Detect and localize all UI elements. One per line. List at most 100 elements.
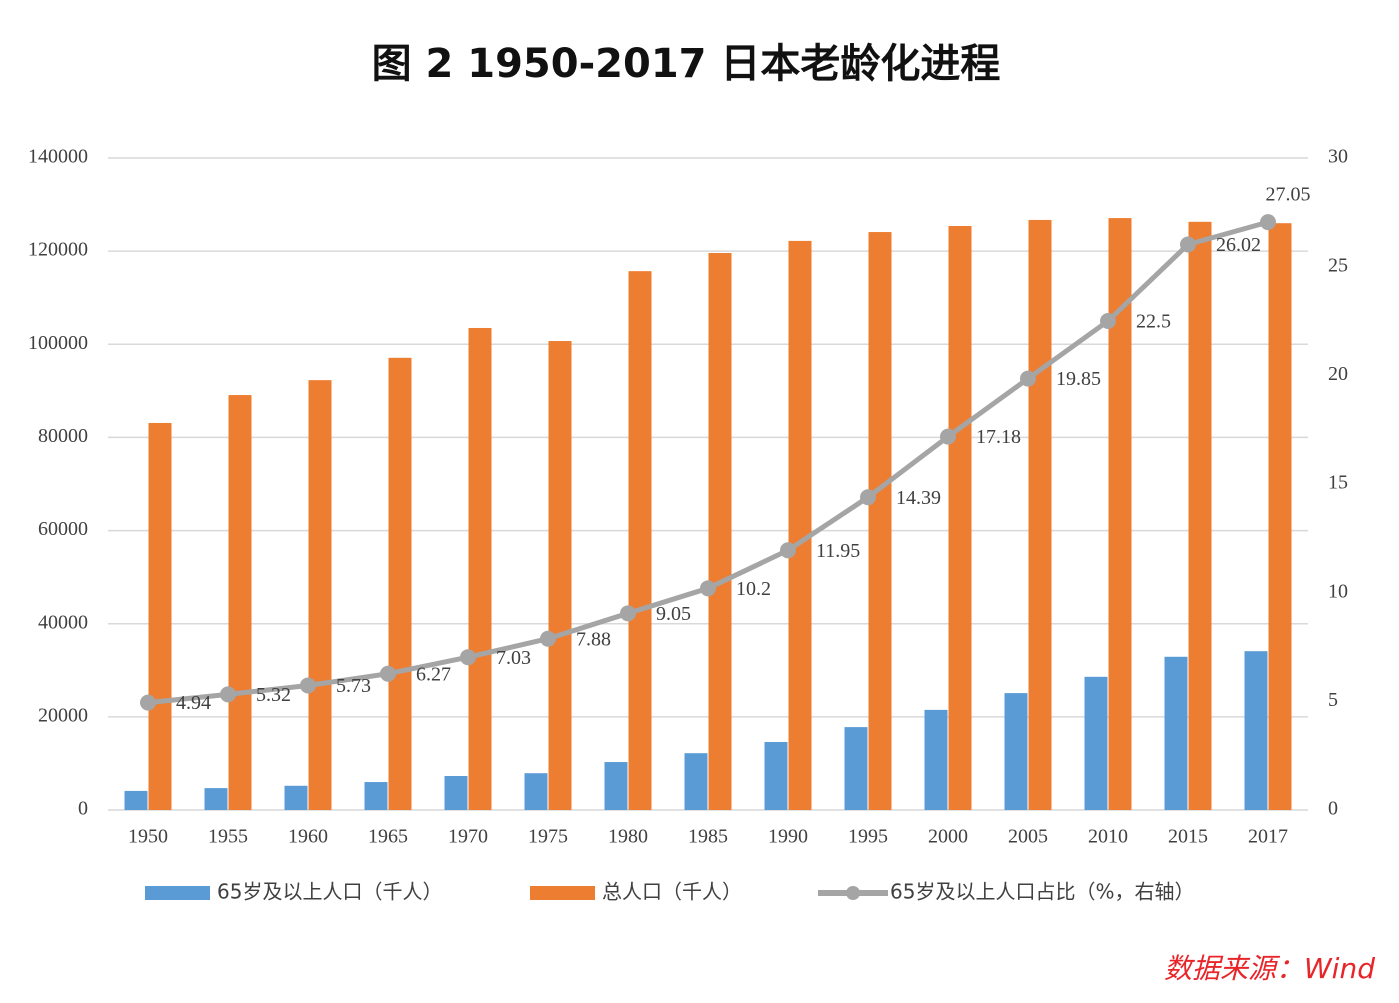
- line-point: [1260, 214, 1276, 231]
- bar: [844, 727, 868, 810]
- bar: [1004, 693, 1028, 810]
- x-tick-label: 2017: [1248, 826, 1288, 848]
- y-tick-label: 140000: [28, 146, 88, 168]
- bar: [1108, 218, 1132, 810]
- x-tick-label: 1995: [848, 826, 888, 848]
- line-point: [220, 686, 236, 703]
- data-label: 4.94: [176, 692, 211, 714]
- data-label: 7.88: [576, 628, 611, 650]
- bar: [868, 232, 892, 810]
- x-tick-label: 2005: [1008, 826, 1048, 848]
- bar: [148, 422, 172, 810]
- y2-tick-label: 10: [1328, 580, 1348, 602]
- data-label: 19.85: [1056, 368, 1101, 390]
- bar: [444, 776, 468, 810]
- data-label: 7.03: [496, 647, 531, 669]
- bar: [124, 790, 148, 810]
- y-tick-label: 120000: [28, 239, 88, 261]
- chart-title: 图 2 1950-2017 日本老龄化进程: [372, 41, 1001, 87]
- line-point: [540, 630, 556, 647]
- bar: [948, 225, 972, 811]
- line-point: [300, 677, 316, 694]
- bar: [788, 240, 812, 810]
- x-tick-label: 2000: [928, 826, 968, 848]
- bar: [388, 357, 412, 810]
- bar: [684, 753, 708, 810]
- bar: [764, 742, 788, 810]
- bar: [308, 380, 332, 810]
- line-point: [380, 665, 396, 682]
- line-point: [700, 580, 716, 597]
- y-tick-label: 0: [78, 798, 88, 820]
- bar: [708, 253, 732, 810]
- data-label: 14.39: [896, 487, 941, 509]
- data-label: 17.18: [976, 426, 1021, 448]
- line-point: [860, 489, 876, 506]
- x-tick-label: 1960: [288, 826, 328, 848]
- bar: [628, 271, 652, 810]
- y2-tick-label: 15: [1328, 472, 1348, 494]
- bar: [548, 341, 572, 810]
- line-point: [620, 605, 636, 622]
- source: 数据来源：Wind: [1164, 952, 1375, 985]
- legend-label: 总人口（千人）: [602, 880, 742, 904]
- line-point: [460, 649, 476, 666]
- y-tick-label: 40000: [38, 611, 88, 633]
- y2-tick-label: 25: [1328, 254, 1348, 276]
- bar: [228, 395, 252, 810]
- y2-tick-label: 0: [1328, 798, 1338, 820]
- x-tick-label: 1990: [768, 826, 808, 848]
- x-tick-label: 1980: [608, 826, 648, 848]
- bar: [284, 785, 308, 810]
- y2-tick-label: 30: [1328, 146, 1348, 168]
- y-tick-label: 60000: [38, 518, 88, 540]
- bar: [1164, 656, 1188, 810]
- legend-label: 65岁及以上人口占比（%，右轴）: [890, 880, 1194, 904]
- line-point: [140, 694, 156, 711]
- y-tick-label: 80000: [38, 425, 88, 447]
- legend-swatch: [846, 886, 860, 900]
- data-label: 6.27: [416, 663, 451, 685]
- data-label: 5.32: [256, 684, 291, 706]
- bar: [1188, 221, 1212, 810]
- x-tick-label: 1970: [448, 826, 488, 848]
- bar: [1268, 223, 1292, 810]
- x-tick-label: 1985: [688, 826, 728, 848]
- line-point: [1020, 370, 1036, 387]
- bar: [1084, 676, 1108, 810]
- data-label: 22.5: [1136, 311, 1171, 333]
- line-point: [940, 428, 956, 445]
- y2-tick-label: 20: [1328, 363, 1348, 385]
- y-tick-label: 20000: [38, 704, 88, 726]
- bar: [1244, 651, 1268, 810]
- x-tick-label: 1955: [208, 826, 248, 848]
- data-label: 27.05: [1266, 184, 1311, 206]
- data-label: 26.02: [1216, 234, 1261, 256]
- bar: [364, 782, 388, 810]
- line-point: [1180, 236, 1196, 253]
- bar: [204, 788, 228, 810]
- legend-label: 65岁及以上人口（千人）: [217, 880, 442, 904]
- x-tick-label: 1975: [528, 826, 568, 848]
- x-tick-label: 2015: [1168, 826, 1208, 848]
- bar: [524, 773, 548, 810]
- bar: [468, 327, 492, 810]
- x-tick-label: 1950: [128, 826, 168, 848]
- bar: [924, 709, 948, 810]
- data-label: 5.73: [336, 675, 371, 697]
- x-tick-label: 2010: [1088, 826, 1128, 848]
- data-label: 11.95: [816, 540, 860, 562]
- legend-swatch: [530, 886, 595, 900]
- line-point: [780, 542, 796, 559]
- legend-swatch: [145, 886, 210, 900]
- line-point: [1100, 313, 1116, 329]
- bar: [604, 762, 628, 810]
- data-label: 10.2: [736, 578, 771, 600]
- data-label: 9.05: [656, 603, 691, 625]
- bar: [1028, 219, 1052, 810]
- x-tick-label: 1965: [368, 826, 408, 848]
- y-tick-label: 100000: [28, 332, 88, 354]
- y2-tick-label: 5: [1328, 689, 1338, 711]
